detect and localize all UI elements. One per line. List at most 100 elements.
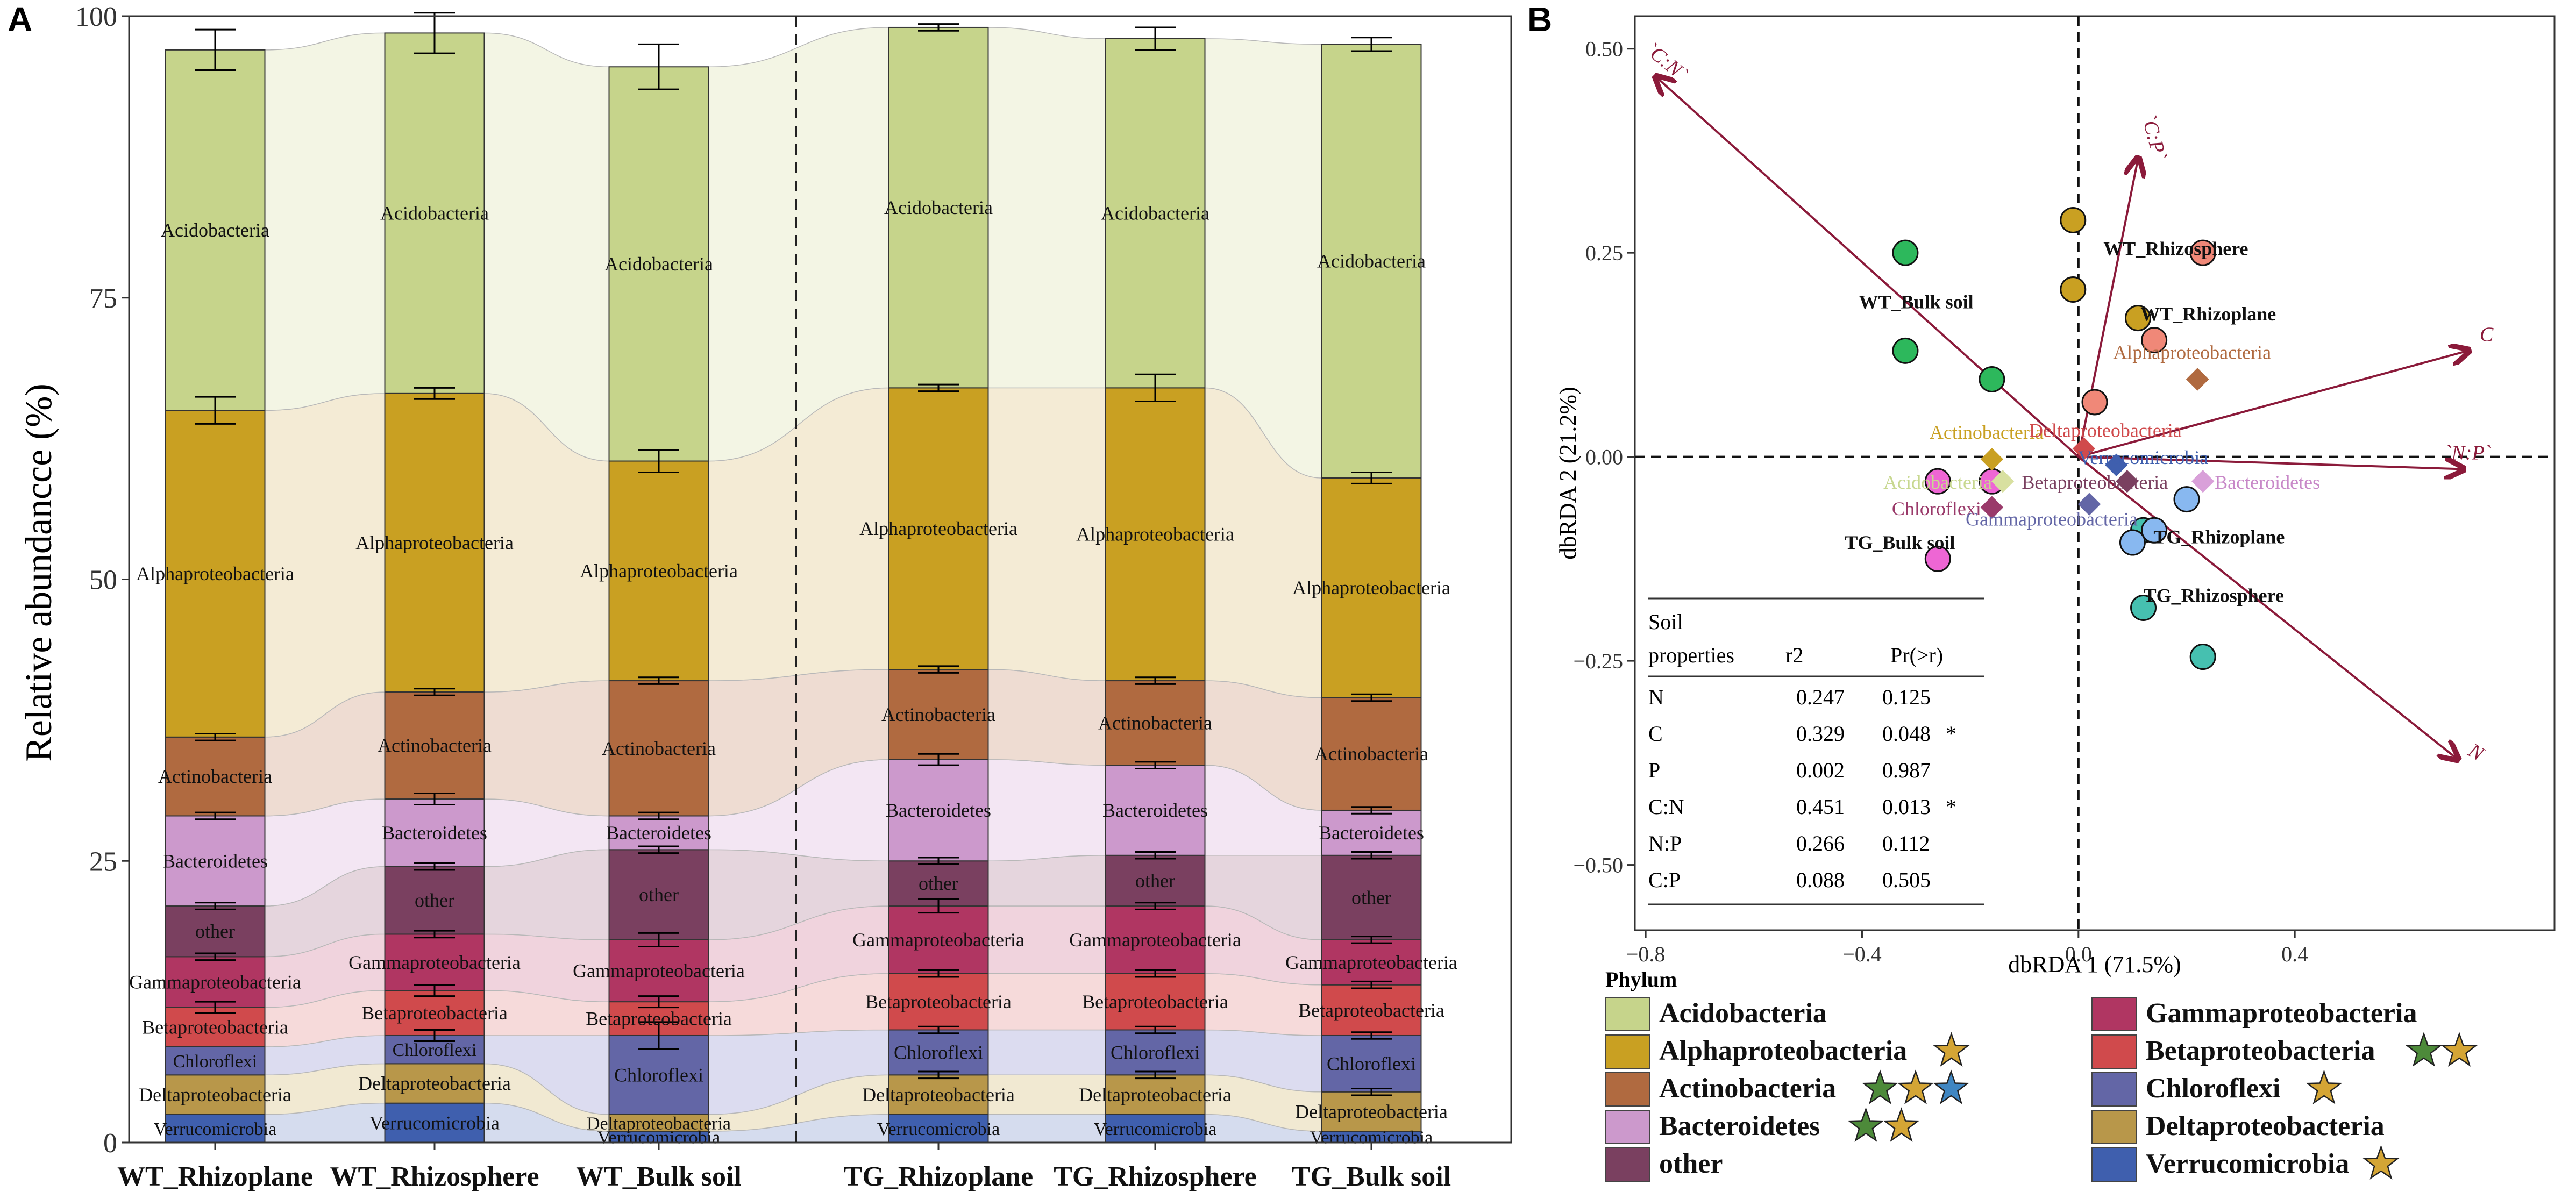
legend-swatch [1605,1110,1650,1144]
legend-swatch [2091,1110,2137,1144]
group-label-0: WT_Rhizosphere [2103,238,2248,260]
legend-label: Actinobacteria [1659,1073,1836,1104]
error-bar-acidobacteria-4 [1135,26,1176,51]
legend-label: Verrucomicrobia [2146,1148,2349,1179]
bar-gammaproteobacteria-1 [384,933,485,991]
error-bar-alphaproteobacteria-5 [1351,471,1392,484]
segment-label-chloroflexi-3: Chloroflexi [894,1041,983,1063]
error-bar-gammaproteobacteria-5 [1351,936,1392,944]
sample-point-13 [2130,594,2157,621]
segment-label-acidobacteria-2: Acidobacteria [604,253,713,275]
phylum-label-3: Chloroflexi [1892,498,1981,519]
a-xtick-label-5: TG_Bulk soil [1292,1161,1451,1192]
bar-deltaproteobacteria-3 [888,1074,989,1115]
group-label-3: TG_Bulk soil [1845,532,1955,553]
segment-label-actinobacteria-4: Actinobacteria [1098,712,1212,734]
legend-swatch [1605,1147,1650,1182]
significance-star-icon [1933,1032,1970,1067]
segment-label-other-0: other [195,920,235,942]
sample-point-11 [2189,239,2216,266]
bar-other-1 [384,866,485,935]
significance-star-icon [2441,1032,2478,1067]
b-xtick-label-2: 0.0 [2065,942,2092,966]
segment-label-acidobacteria-3: Acidobacteria [884,197,993,218]
segment-label-bacteroidetes-3: Bacteroidetes [886,800,991,821]
phylum-label-5: Verrucomicrobia [2078,447,2208,468]
legend-item-verrucomicrobia: Verrucomicrobia [2091,1145,2400,1182]
legend-label: Gammaproteobacteria [2146,998,2417,1029]
legend-swatch [2091,997,2137,1031]
phylum-label-2: Acidobacteria [1883,472,1992,493]
bar-chloroflexi-4 [1105,1029,1206,1076]
bar-verrucomicrobia-3 [888,1114,989,1143]
error-bar-actinobacteria-5 [1351,693,1392,702]
error-bar-other-2 [638,845,679,854]
error-bar-bacteroidetes-4 [1135,761,1176,769]
legend-swatch [1605,1034,1650,1069]
bar-alphaproteobacteria-0 [165,410,266,738]
error-bar-actinobacteria-1 [414,688,455,696]
bar-gammaproteobacteria-5 [1321,939,1422,986]
bar-verrucomicrobia-0 [165,1114,266,1143]
error-bar-acidobacteria-5 [1351,37,1392,52]
segment-label-deltaproteobacteria-4: Deltaproteobacteria [1079,1084,1232,1105]
a-xtick-label-4: TG_Rhizosphere [1054,1161,1257,1192]
error-bar-other-3 [918,857,959,866]
error-bar-actinobacteria-2 [638,676,679,685]
b-ytick-label-3: 0.25 [1585,241,1623,265]
b-xtick-label-3: 0.4 [2281,942,2308,966]
segment-label-gammaproteobacteria-5: Gammaproteobacteria [1285,952,1457,973]
flow-band-verrucomicrobia-3 [987,1114,1106,1143]
bar-bacteroidetes-3 [888,759,989,862]
sample-point-0 [1892,239,1919,266]
legend-title: Phylum [1605,967,1677,991]
segment-label-other-1: other [415,890,454,911]
legend-swatch [2091,1072,2137,1107]
b-xtick-label-1: −0.4 [1842,942,1882,966]
a-ytick-label-3: 75 [89,283,117,314]
error-bar-gammaproteobacteria-4 [1135,902,1176,910]
bar-alphaproteobacteria-2 [608,460,709,682]
bar-bacteroidetes-1 [384,798,485,867]
legend-swatch [1605,997,1650,1031]
segment-label-acidobacteria-5: Acidobacteria [1317,251,1426,272]
sample-point-15 [2119,529,2146,556]
flow-band-acidobacteria-0 [264,32,386,411]
legend-label: Bacteroidetes [1659,1111,1820,1141]
bar-chloroflexi-0 [165,1046,266,1076]
legend-item-betaproteobacteria: Betaproteobacteria [2091,1032,2478,1069]
segment-label-gammaproteobacteria-0: Gammaproteobacteria [129,971,301,993]
error-bar-betaproteobacteria-5 [1351,980,1392,989]
table-header-properties: properties [1648,643,1734,667]
bar-actinobacteria-5 [1321,697,1422,811]
table-cell-prop-1: C [1648,722,1663,746]
error-bar-chloroflexi-4 [1135,1025,1176,1034]
significance-star-icon [2362,1145,2400,1180]
segment-label-alphaproteobacteria-1: Alphaproteobacteria [355,532,514,553]
table-cell-pr-1: 0.048 [1882,722,1931,746]
table-cell-pr-0: 0.125 [1882,685,1931,709]
table-cell-pr-3: 0.013 [1882,795,1931,819]
sample-point-16 [2141,517,2168,544]
sample-point-7 [2060,276,2087,303]
significance-star-icon [1862,1069,1898,1104]
segment-label-verrucomicrobia-3: Verrucomicrobia [877,1119,1000,1139]
table-cell-pr-5: 0.505 [1882,868,1931,892]
flow-band-actinobacteria-3 [987,669,1106,766]
bar-acidobacteria-1 [384,32,485,394]
segment-label-betaproteobacteria-3: Betaproteobacteria [865,991,1012,1012]
error-bar-other-0 [195,902,236,910]
b-phyla: Alphaproteobacteria Actinobacteria Acidoba… [1883,341,2320,530]
segment-label-bacteroidetes-1: Bacteroidetes [382,822,487,844]
error-bar-gammaproteobacteria-3 [918,898,959,914]
segment-label-alphaproteobacteria-5: Alphaproteobacteria [1292,577,1450,598]
sample-point-5 [1924,545,1951,572]
error-bar-acidobacteria-3 [918,23,959,32]
b-groups: WT_Rhizosphere WT_Bulk soil WT_Rhizoplane T… [1845,238,2285,606]
bar-deltaproteobacteria-0 [165,1074,266,1115]
table-bg [1643,597,1990,909]
bar-alphaproteobacteria-1 [384,392,485,693]
flow-band-acidobacteria-3 [987,27,1106,389]
arrow-2 [2078,351,2468,458]
error-bar-acidobacteria-0 [195,28,236,72]
